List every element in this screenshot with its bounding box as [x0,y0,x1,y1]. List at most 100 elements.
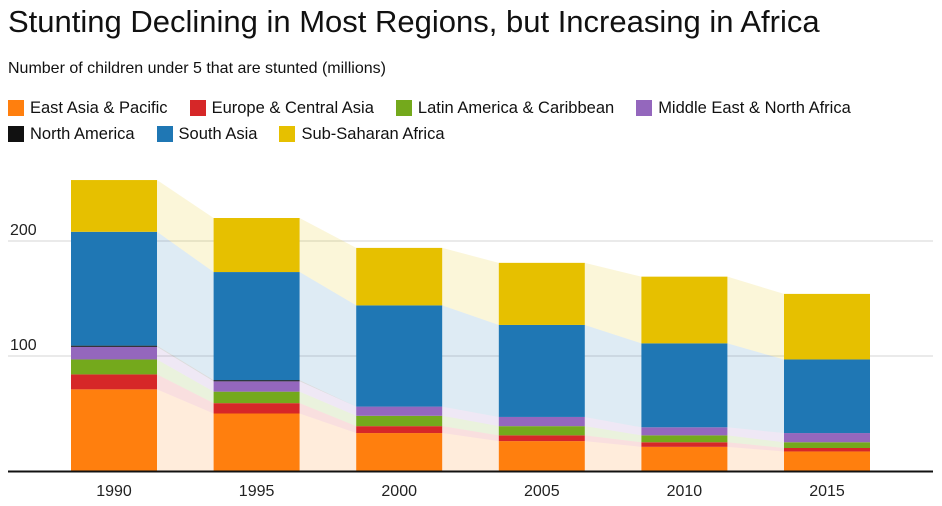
connector-band-east-asia-pacific [157,389,214,471]
y-tick-label: 200 [10,222,37,239]
bar-sub-saharan-africa-2010 [641,276,728,344]
legend-label: South Asia [178,124,258,143]
legend-item-north-america[interactable]: North America [8,125,135,144]
bar-middle-east-north-africa-2010 [641,427,728,436]
connector-band-europe-central-asia [157,374,214,414]
connector-band-latin-america-caribbean [584,426,642,443]
bar-south-asia-1995 [213,272,300,381]
connector-band-middle-east-north-africa [442,406,499,427]
bar-sub-saharan-africa-2000 [356,247,443,306]
connector-band-south-asia [584,324,642,428]
bar-europe-central-asia-2010 [641,442,728,447]
connector-band-south-asia [157,231,214,381]
x-tick-label: 2010 [667,483,703,500]
bar-layer [71,180,870,471]
legend: East Asia & Pacific Europe & Central Asi… [8,95,938,147]
legend-item-europe-central-asia[interactable]: Europe & Central Asia [189,98,374,118]
bar-europe-central-asia-2000 [356,426,443,434]
connector-band-sub-saharan-africa [442,247,499,325]
legend-item-east-asia-pacific[interactable]: East Asia & Pacific [8,99,168,118]
legend-item-middle-east-north-africa[interactable]: Middle East & North Africa [636,99,851,118]
connector-band-latin-america-caribbean [299,391,357,427]
connector-area-layer [157,180,784,471]
connector-band-europe-central-asia [727,442,784,452]
bar-europe-central-asia-2005 [498,435,585,442]
connector-band-sub-saharan-africa [584,262,642,344]
bar-sub-saharan-africa-1990 [71,180,157,232]
bar-middle-east-north-africa-2005 [498,416,585,427]
bar-latin-america-caribbean-1995 [213,391,300,404]
legend-label: East Asia & Pacific [30,98,168,117]
bar-latin-america-caribbean-1990 [71,359,157,375]
legend-item-latin-america-caribbean[interactable]: Latin America & Caribbean [395,98,615,118]
bar-sub-saharan-africa-2005 [498,262,585,325]
bar-middle-east-north-africa-1995 [213,381,300,392]
connector-band-north-america [299,380,357,407]
legend-item-south-asia[interactable]: South Asia [156,124,258,144]
connector-band-east-asia-pacific [299,413,357,471]
bar-north-america-1995 [213,380,300,382]
connector-band-sub-saharan-africa [727,276,784,360]
grid-layer [8,240,933,357]
legend-label: Middle East & North Africa [658,98,851,117]
connector-band-east-asia-pacific [584,441,642,471]
connector-band-south-asia [727,343,784,434]
bar-latin-america-caribbean-2015 [784,442,870,448]
bar-south-asia-2015 [784,359,870,434]
connector-band-east-asia-pacific [727,446,784,471]
connector-band-middle-east-north-africa [157,346,214,392]
connector-band-sub-saharan-africa [157,180,214,273]
axis-layer: 100 200 1990 1995 2000 2005 2010 2015 [8,222,933,500]
legend-label: Sub-Saharan Africa [301,124,445,143]
connector-band-east-asia-pacific [442,433,499,471]
legend-row: East Asia & Pacific Europe & Central Asi… [8,95,938,121]
connector-band-south-asia [299,272,357,407]
bar-north-america-1990 [71,345,157,347]
bar-east-asia-pacific-2000 [356,433,443,471]
bar-east-asia-pacific-2010 [641,446,728,471]
bar-east-asia-pacific-1990 [71,389,157,471]
connector-band-south-asia [442,305,499,417]
bar-latin-america-caribbean-2005 [498,426,585,436]
legend-swatch [279,126,296,142]
legend-swatch [8,126,24,142]
legend-swatch [395,100,412,116]
legend-swatch [156,126,173,142]
bar-latin-america-caribbean-2000 [356,415,443,427]
legend-swatch [189,100,206,116]
legend-row: North America South Asia Sub-Saharan Afr… [8,121,938,147]
bar-south-asia-1990 [71,231,157,346]
bar-south-asia-2010 [641,343,728,428]
connector-band-europe-central-asia [584,435,642,447]
bar-sub-saharan-africa-1995 [213,218,300,273]
bar-middle-east-north-africa-1990 [71,346,157,360]
bar-sub-saharan-africa-2015 [784,293,870,360]
connector-band-sub-saharan-africa [299,218,357,306]
bar-europe-central-asia-1990 [71,374,157,390]
bar-east-asia-pacific-2015 [784,451,870,471]
legend-swatch [8,100,24,116]
legend-label: Latin America & Caribbean [417,98,615,117]
legend-item-sub-saharan-africa[interactable]: Sub-Saharan Africa [279,124,445,144]
bar-latin-america-caribbean-2010 [641,435,728,443]
legend-label: North America [30,124,135,143]
legend-label: Europe & Central Asia [211,98,374,117]
chart-subtitle: Number of children under 5 that are stun… [8,60,386,77]
connector-band-north-america [157,345,214,382]
bar-south-asia-2005 [498,324,585,417]
connector-band-middle-east-north-africa [299,381,357,416]
connector-band-latin-america-caribbean [157,359,214,404]
legend-swatch [636,100,653,116]
y-tick-label: 100 [10,337,37,354]
x-tick-label: 2005 [524,483,560,500]
x-tick-label: 2000 [381,483,417,500]
connector-band-middle-east-north-africa [727,427,784,443]
bar-europe-central-asia-2015 [784,448,870,452]
bar-south-asia-2000 [356,305,443,407]
x-tick-label: 1990 [96,483,132,500]
connector-band-latin-america-caribbean [727,435,784,448]
connector-band-latin-america-caribbean [442,415,499,436]
x-tick-label: 1995 [239,483,275,500]
bar-east-asia-pacific-1995 [213,413,300,471]
